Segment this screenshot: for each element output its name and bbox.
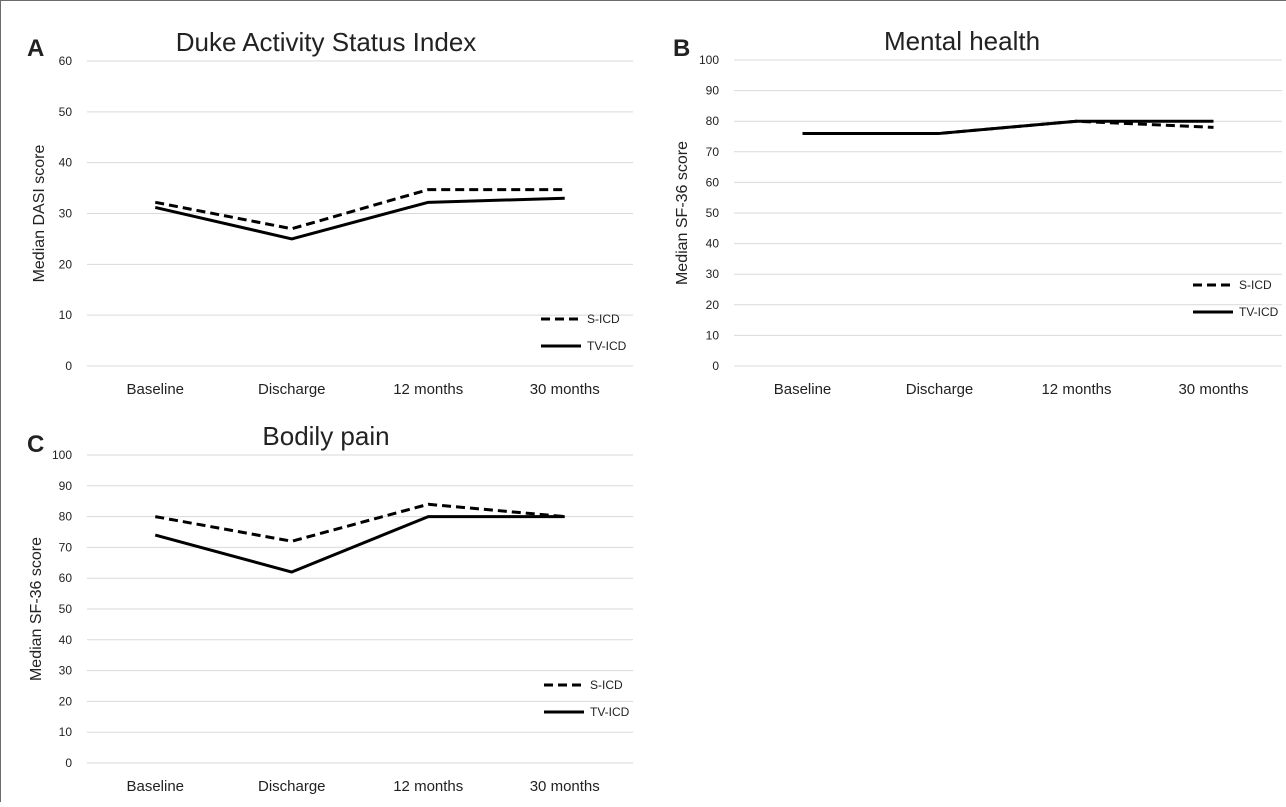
panel-letter: B xyxy=(673,35,690,62)
y-tick-label: 60 xyxy=(706,175,720,189)
legend-label: TV-ICD xyxy=(587,339,627,353)
y-tick-label: 80 xyxy=(59,510,73,524)
data-point xyxy=(291,228,292,229)
y-tick-label: 70 xyxy=(59,540,73,554)
y-tick-label: 60 xyxy=(59,571,73,585)
chart-panel-c: 0 10 20 30 40 50 60 70 80 90 100 Baseline Discharge 1… xyxy=(27,421,633,795)
y-tick-label: 10 xyxy=(59,308,73,322)
y-tick-label: 90 xyxy=(706,84,720,98)
y-tick-label: 20 xyxy=(706,298,720,312)
legend-label: TV-ICD xyxy=(1239,305,1279,319)
y-tick-label: 50 xyxy=(706,206,720,220)
x-tick-label: Discharge xyxy=(258,778,326,795)
legend-label: S-ICD xyxy=(587,312,620,326)
y-tick-label: 20 xyxy=(59,257,73,271)
chart-panel-a: 0 10 20 30 40 50 60 Baseline Discharge 12 months 3… xyxy=(27,27,633,398)
y-tick-label: 20 xyxy=(59,694,73,708)
series-line-s-icd xyxy=(154,188,565,231)
y-tick-label: 40 xyxy=(59,156,73,170)
y-axis-label: Median SF-36 score xyxy=(28,537,45,681)
x-tick-label: Discharge xyxy=(258,381,326,398)
chart-title: Duke Activity Status Index xyxy=(176,27,477,57)
chart-panel-b: 0 10 20 30 40 50 60 70 80 90 100 Baseline Discharge 1… xyxy=(673,26,1282,398)
chart-title: Bodily pain xyxy=(262,421,389,451)
panel-letter: A xyxy=(27,35,44,62)
y-tick-label: 60 xyxy=(59,54,73,68)
y-tick-label: 0 xyxy=(65,359,72,373)
series-line-s-icd xyxy=(802,119,1214,135)
data-point xyxy=(291,541,292,542)
series-line-tv-icd xyxy=(154,196,565,241)
x-tick-label: 12 months xyxy=(393,381,463,398)
y-tick-label: 100 xyxy=(52,448,72,462)
x-tick-label: Baseline xyxy=(126,381,184,398)
y-tick-label: 0 xyxy=(65,756,72,770)
y-tick-label: 80 xyxy=(706,114,720,128)
y-tick-label: 40 xyxy=(706,237,720,251)
y-tick-label: 10 xyxy=(706,328,720,342)
series-line-s-icd xyxy=(154,502,565,543)
x-tick-label: 12 months xyxy=(1041,381,1111,398)
panel-letter: C xyxy=(27,431,44,458)
y-tick-label: 0 xyxy=(712,359,719,373)
y-axis-label: Median SF-36 score xyxy=(674,141,691,285)
legend-label: S-ICD xyxy=(1239,278,1272,292)
x-tick-label: 30 months xyxy=(1178,381,1248,398)
x-tick-label: 30 months xyxy=(530,381,600,398)
x-tick-label: 12 months xyxy=(393,778,463,795)
y-tick-label: 50 xyxy=(59,105,73,119)
y-tick-label: 30 xyxy=(706,267,720,281)
y-axis-label: Median DASI score xyxy=(31,144,48,282)
series-line-tv-icd xyxy=(802,119,1214,135)
y-tick-label: 50 xyxy=(59,602,73,616)
y-tick-label: 10 xyxy=(59,725,73,739)
y-tick-label: 30 xyxy=(59,664,73,678)
y-tick-label: 40 xyxy=(59,633,73,647)
series-line-tv-icd xyxy=(154,515,565,574)
y-tick-label: 30 xyxy=(59,207,73,221)
data-point xyxy=(564,189,565,190)
legend-label: S-ICD xyxy=(590,678,623,692)
x-tick-label: Baseline xyxy=(126,778,184,795)
y-tick-label: 70 xyxy=(706,145,720,159)
legend-label: TV-ICD xyxy=(590,705,630,719)
y-tick-label: 90 xyxy=(59,479,73,493)
x-tick-label: 30 months xyxy=(530,778,600,795)
y-tick-label: 100 xyxy=(699,53,719,67)
chart-title: Mental health xyxy=(884,26,1040,56)
x-tick-label: Discharge xyxy=(906,381,974,398)
x-tick-label: Baseline xyxy=(774,381,832,398)
